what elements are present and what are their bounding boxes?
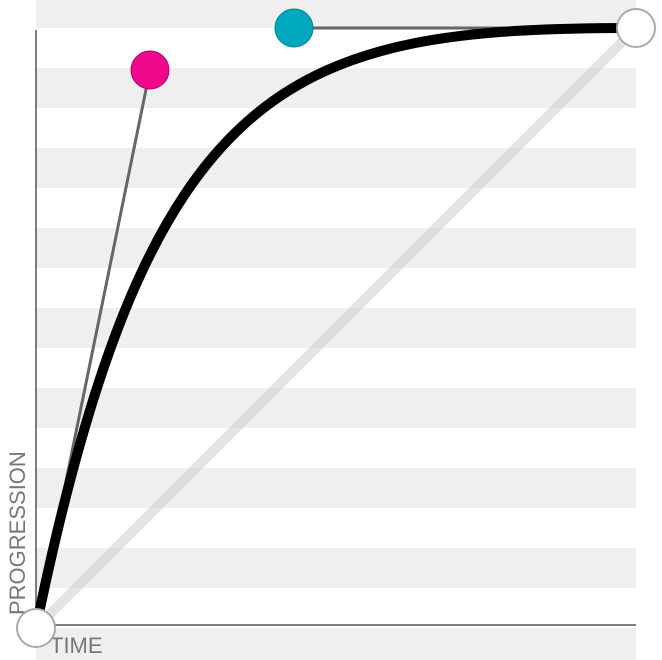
stripe — [36, 68, 636, 108]
stripe — [36, 0, 636, 28]
end-point — [616, 8, 656, 48]
stripe — [36, 628, 636, 660]
stripe — [36, 228, 636, 268]
stripe — [36, 548, 636, 588]
control-point-2[interactable] — [274, 8, 314, 48]
start-point — [16, 608, 56, 648]
bezier-curve — [31, 23, 637, 630]
stripe — [36, 388, 636, 428]
linear-reference — [32, 24, 640, 632]
x-axis-label: TIME — [50, 633, 103, 658]
control-point-1[interactable] — [130, 50, 170, 90]
stripe — [36, 468, 636, 508]
y-axis-label: PROGRESSION — [5, 451, 30, 615]
stripe — [36, 148, 636, 188]
